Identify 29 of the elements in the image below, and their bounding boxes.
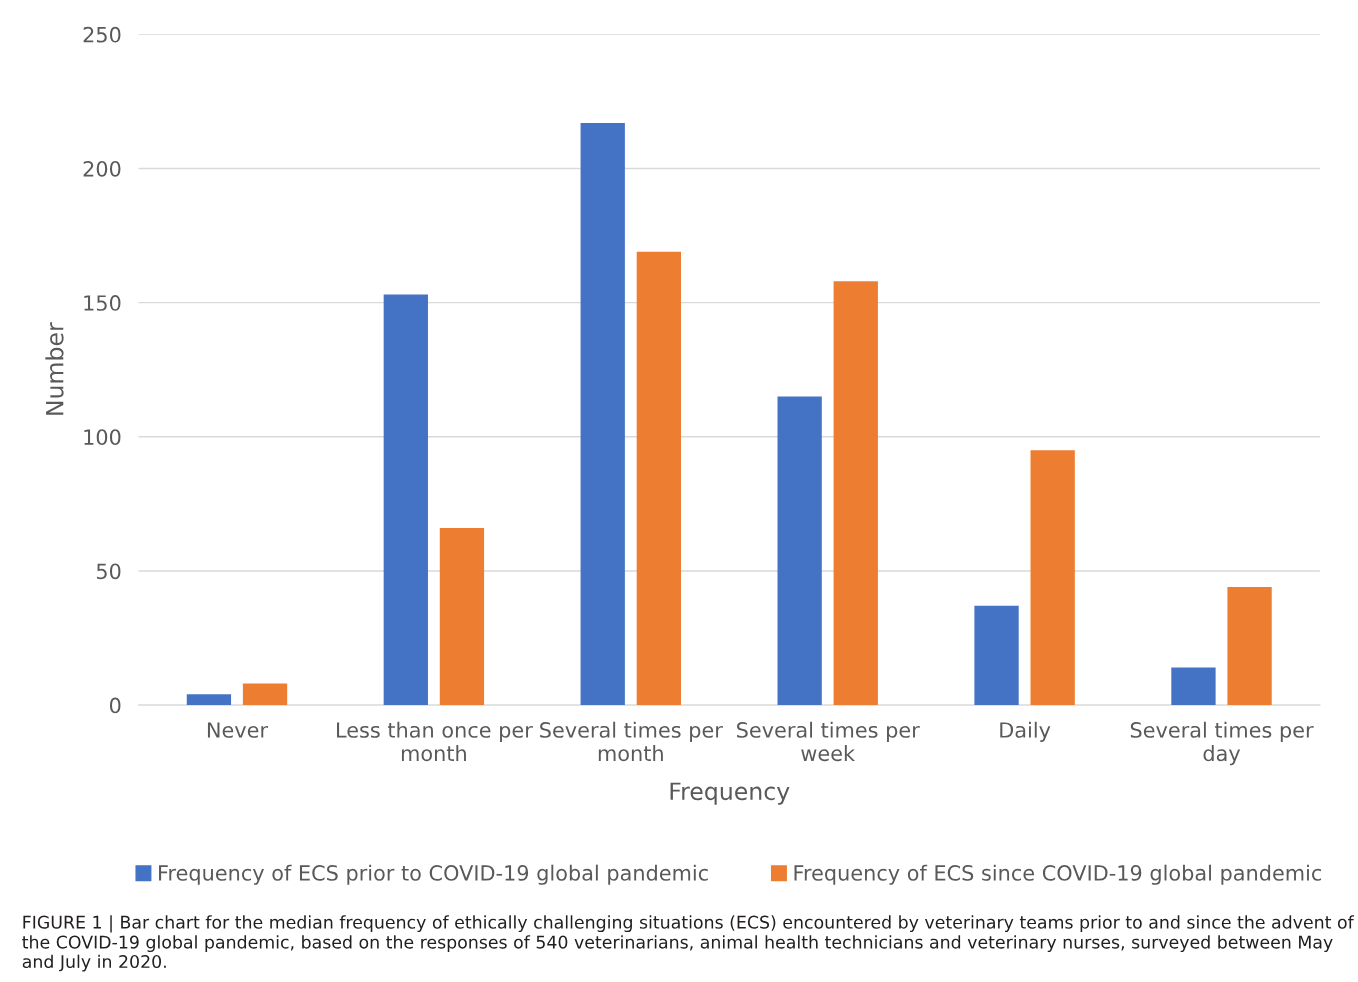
- bar: [777, 396, 822, 706]
- legend-label: Frequency of ECS prior to COVID-19 global pandemic: [159, 864, 708, 885]
- bar: [186, 694, 232, 706]
- y-tick-label: 50: [96, 563, 121, 580]
- x-axis-title: Frequency: [670, 782, 790, 805]
- x-tick-label: Never: [207, 722, 269, 738]
- y-tick-label: 0: [109, 697, 121, 714]
- x-tick-label: Several times per day: [1130, 721, 1314, 766]
- legend-label: Frequency of ECS since COVID-19 global pandemic: [794, 864, 1322, 885]
- y-tick-label: 100: [84, 429, 121, 445]
- bar: [580, 122, 625, 706]
- bar: [1171, 667, 1216, 706]
- bar: [636, 251, 681, 706]
- y-tick-label: 150: [84, 295, 121, 311]
- bar: [439, 528, 485, 706]
- x-tick-label: Several times per month: [540, 721, 723, 762]
- y-axis-title: Number: [45, 322, 64, 415]
- bar: [1227, 587, 1272, 706]
- y-tick-label: 200: [83, 160, 121, 177]
- bar: [833, 281, 878, 706]
- y-tick-label: 250: [83, 26, 121, 43]
- caption: FIGURE 1 | Bar chart for the median frequency of ethically challenging situations (ECS) encountered by veterinary teams prior to and since the advent of the COVID-19 global pandemic, based on the responses of 540 veterinarians, animal health technicians and veterinary nurses, surveyed between May and July in 2020.: [22, 915, 1355, 972]
- x-tick-label: Daily: [1000, 721, 1051, 742]
- x-tick-label: Less than once per month: [337, 721, 533, 762]
- bar: [383, 294, 428, 706]
- bar: [974, 605, 1019, 706]
- x-tick-label: Several times per week: [737, 721, 920, 762]
- bar: [242, 683, 288, 706]
- bar: [1030, 450, 1075, 706]
